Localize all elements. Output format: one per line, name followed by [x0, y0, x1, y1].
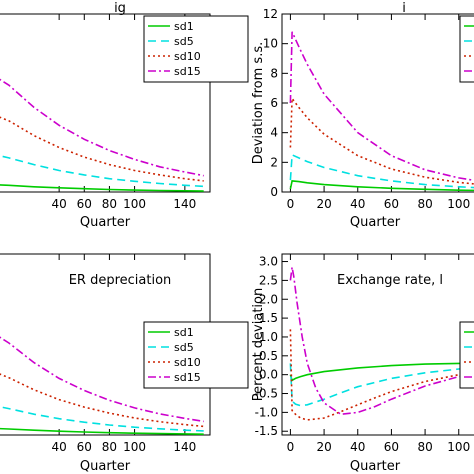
x-tick-label: 80	[102, 440, 117, 454]
legend-box	[143, 15, 249, 83]
series-line-sd5	[289, 153, 474, 189]
legend-label-sd5: sd5	[174, 341, 194, 354]
series-line-sd5	[0, 405, 204, 432]
x-tick-label: 140	[173, 440, 196, 454]
x-axis-label: Quarter	[350, 459, 401, 474]
y-tick-label: 10	[263, 37, 278, 51]
legend-label-sd15: sd15	[174, 65, 201, 78]
series-line-sd1	[0, 184, 204, 192]
chart-panel-2: i 0 20 40 60 80 100 0 2 4 6 8 10 12 Quarter Deviation f…	[251, 1, 474, 230]
x-tick-label: 40	[52, 197, 67, 211]
y-tick-label: 4	[270, 126, 278, 140]
series-line-sd1	[289, 180, 474, 192]
x-axis-label: Quarter	[350, 215, 401, 230]
y-tick-label: -1.0	[255, 405, 278, 419]
chart-title: ig	[114, 1, 126, 16]
x-tick-label: 100	[447, 197, 470, 211]
plot-frame	[0, 13, 211, 193]
x-tick-label: 0	[287, 440, 295, 454]
series-line-sd15	[0, 336, 204, 423]
chart-panel-3: ER depreciation 40 60 80 100 140 Quarter sd1 sd5…	[0, 253, 249, 474]
x-tick-label: 60	[77, 440, 92, 454]
series-line-sd10	[289, 96, 474, 185]
chart-panel-4: Exchange rate, l 0 20 40 60 80 100 -1.5 -1.0 -0.5…	[251, 253, 474, 474]
plot-frame	[281, 253, 474, 436]
legend-label-sd5: sd5	[174, 35, 194, 48]
chart-title: i	[402, 1, 406, 16]
legend-label-sd1: sd1	[174, 20, 194, 33]
y-axis-label: Percent deviation	[251, 288, 266, 401]
x-tick-label: 100	[447, 440, 470, 454]
y-tick-label: 1.0	[259, 330, 278, 344]
x-axis-label: Quarter	[80, 215, 131, 230]
y-tick-label: 3.0	[259, 255, 278, 269]
y-tick-label: 0	[270, 185, 278, 199]
legend: sd1 sd5 sd10 sd15	[143, 321, 249, 389]
series-line-sd1	[289, 362, 474, 382]
y-axis-label: Deviation from s.s.	[251, 42, 266, 165]
y-tick-label: 0.5	[259, 349, 278, 363]
series-line-sd1	[0, 427, 204, 435]
y-tick-label: 2	[270, 155, 278, 169]
chart-title: ER depreciation	[69, 273, 172, 288]
x-axis-label: Quarter	[80, 459, 131, 474]
x-tick-label: 40	[52, 440, 67, 454]
legend-label-sd10: sd10	[174, 356, 201, 369]
y-tick-label: -1.5	[255, 424, 278, 438]
x-tick-label: 60	[77, 197, 92, 211]
y-tick-label: 6	[270, 96, 278, 110]
y-tick-label: 0.0	[259, 368, 278, 382]
legend-box	[459, 321, 474, 389]
y-tick-label: 8	[270, 66, 278, 80]
series-line-sd15	[0, 78, 204, 177]
legend: sd1 sd5 sd10 sd15	[143, 15, 249, 83]
x-tick-label: 80	[417, 440, 432, 454]
x-tick-label: 80	[417, 197, 432, 211]
x-tick-label: 60	[384, 440, 399, 454]
chart-title: Exchange rate, l	[337, 273, 443, 288]
series-line-sd5	[0, 154, 204, 188]
series-line-sd15	[289, 267, 474, 416]
y-tick-label: 1.5	[259, 311, 278, 325]
x-tick-label: 100	[123, 197, 146, 211]
x-tick-label: 40	[350, 197, 365, 211]
y-tick-label: 12	[263, 7, 278, 21]
plot-frame	[281, 13, 474, 193]
y-tick-label: 2.0	[259, 292, 278, 306]
series-line-sd10	[0, 373, 204, 428]
series-line-sd5	[289, 363, 474, 407]
x-tick-label: 40	[350, 440, 365, 454]
y-tick-label: 2.5	[259, 273, 278, 287]
series-line-sd15	[289, 31, 474, 182]
series-line-sd10	[289, 329, 474, 421]
x-tick-label: 60	[384, 197, 399, 211]
x-tick-label: 100	[123, 440, 146, 454]
legend-label-sd15: sd15	[174, 371, 201, 384]
legend-label-sd1: sd1	[174, 326, 194, 339]
x-tick-label: 0	[287, 197, 295, 211]
legend-box	[143, 321, 249, 389]
legend-label-sd10: sd10	[174, 50, 201, 63]
y-tick-label: -0.5	[255, 387, 278, 401]
x-tick-label: 20	[316, 197, 331, 211]
legend-box	[459, 15, 474, 83]
x-tick-label: 140	[173, 197, 196, 211]
chart-panel-1: ig 40 60 80 100 140 Quarter sd1 sd5 sd10 sd15	[0, 1, 249, 230]
x-tick-label: 20	[316, 440, 331, 454]
x-tick-label: 80	[102, 197, 117, 211]
